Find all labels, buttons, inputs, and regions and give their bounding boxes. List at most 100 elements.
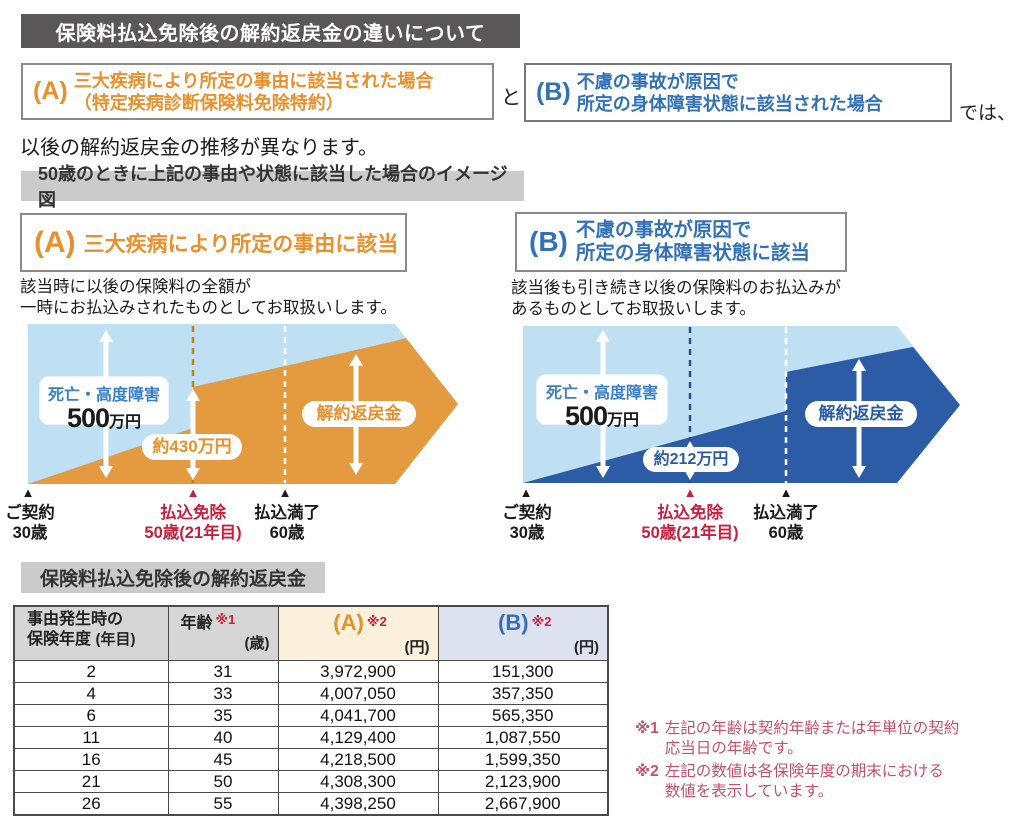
axis-marker-start-b: ▲ [519,485,533,500]
exempt-value-a: 約430万円 [142,434,242,460]
year-cell: 26 [13,792,169,816]
axis-start-b: ご契約 30歳 [502,504,552,542]
condition-a-text: 三大疾病により所定の事由に該当された場合 （特定疾病診断保険料免除特約） [74,70,434,114]
year-cell: 2 [13,660,169,683]
condition-b-line1: 不慮の事故が原因で [576,71,739,92]
axis-exempt-a: 払込免除 50歳(21年目) [144,504,242,542]
age-cell: 50 [167,770,279,793]
conclusion-text: 以後の解約返戻金の推移が異なります。 [20,137,378,159]
panel-a-description: 該当時に以後の保険料の全額が 一時にお払込みされたものとしてお取扱いします。 [20,277,397,319]
year-cell: 6 [13,704,169,727]
table-row: 4 33 4,007,050 357,350 [13,682,609,705]
surrender-label-b: 解約返戻金 [805,401,917,427]
condition-a-line1: 三大疾病により所定の事由に該当された場合 [73,70,434,91]
panel-b-title-line1: 不慮の事故が原因で [575,219,752,241]
panel-a-desc-line1: 該当時に以後の保険料の全額が [20,278,251,296]
connector-text: と [501,87,521,109]
value-a-cell: 4,007,050 [277,682,439,705]
age-cell: 31 [167,660,279,683]
col-policy-year-header: 事由発生時の 保険年度 (年目) [13,605,169,661]
axis-marker-exempt-b: ▲ [683,485,697,500]
panel-a-title: 三大疾病により所定の事由に該当 [83,232,399,256]
value-b-cell: 151,300 [437,660,609,683]
value-a-cell: 4,041,700 [277,704,439,727]
condition-b-tag: (B) [536,78,571,106]
surrender-label-a: 解約返戻金 [302,401,416,427]
table-row: 11 40 4,129,400 1,087,550 [13,726,609,749]
axis-end-b: 払込満了 60歳 [753,504,819,542]
axis-exempt-b: 払込免除 50歳(21年目) [641,504,739,542]
year-cell: 11 [13,726,169,749]
footnote-1: ※1 左記の年齢は契約年齢または年単位の契約 応当日の年齢です。 [635,720,960,757]
condition-box-a: (A) 三大疾病により所定の事由に該当された場合 （特定疾病診断保険料免除特約） [21,63,494,120]
panel-a-desc-line2: 一時にお払込みされたものとしてお取扱いします。 [20,299,397,317]
col-a-header: (A) ※2 (円) [277,605,439,661]
panel-b-tag: (B) [529,226,568,257]
benefit-amount-b: 500万円 [564,401,640,431]
year-cell: 16 [13,748,169,771]
axis-marker-start-a: ▲ [21,485,35,500]
axis-end-a: 払込満了 60歳 [254,504,320,542]
panel-b-description: 該当後も引き続き以後の保険料のお払込みが あるものとしてお取扱いします。 [511,278,841,320]
table-row: 21 50 4,308,300 2,123,900 [13,770,609,793]
panel-b-title-line2: 所定の身体障害状態に該当 [575,242,810,264]
panel-a-header: (A) 三大疾病により所定の事由に該当 [20,213,407,272]
diagram-b: 死亡・高度障害 500万円 約212万円 解約返戻金 ▲ ▲ ▲ ご契約 30歳… [500,322,975,552]
age-cell: 45 [167,748,279,771]
condition-a-tag: (A) [33,77,68,105]
value-a-cell: 4,129,400 [277,726,439,749]
table-header-row: 事由発生時の 保険年度 (年目) 年齢 ※1 (歳) (A) ※2 (円) (B) ※… [13,605,609,661]
table-section-header: 保険料払込免除後の解約返戻金 [21,562,325,593]
value-b-cell: 2,123,900 [437,770,609,793]
exempt-value-b: 約212万円 [643,447,739,472]
benefit-label-box-b: 死亡・高度障害 500万円 [537,375,667,430]
table-row: 16 45 4,218,500 1,599,350 [13,748,609,771]
value-b-cell: 357,350 [437,682,609,705]
value-b-cell: 2,667,900 [437,792,609,816]
age-cell: 40 [167,726,279,749]
axis-marker-end-b: ▲ [779,485,793,500]
condition-b-line2: 所定の身体障害状態に該当された場合 [576,93,883,114]
panel-b-title: 不慮の事故が原因で 所定の身体障害状態に該当 [576,219,810,265]
surrender-area-a [28,338,458,484]
diagram-b-graphic [523,326,960,483]
col-b-header: (B) ※2 (円) [437,605,609,661]
panel-b-desc-line2: あるものとしてお取扱いします。 [511,300,756,318]
value-a-cell: 4,308,300 [277,770,439,793]
age-cell: 35 [167,704,279,727]
image-section-header: 50歳のときに上記の事由や状態に該当した場合のイメージ図 [21,164,524,210]
year-cell: 4 [13,682,169,705]
axis-marker-end-a: ▲ [278,485,292,500]
condition-b-text: 不慮の事故が原因で 所定の身体障害状態に該当された場合 [577,71,883,115]
col-age-header: 年齢 ※1 (歳) [167,605,279,661]
value-b-cell: 1,599,350 [437,748,609,771]
axis-start-a: ご契約 30歳 [5,504,55,542]
panel-a-tag: (A) [34,225,76,259]
page-title: 保険料払込免除後の解約返戻金の違いについて [21,14,520,48]
condition-box-b: (B) 不慮の事故が原因で 所定の身体障害状態に該当された場合 [524,63,952,122]
footnotes: ※1 左記の年齢は契約年齢または年単位の契約 応当日の年齢です。 ※2 左記の数… [635,719,959,805]
surrender-area-b [523,347,960,483]
value-a-cell: 4,218,500 [277,748,439,771]
benefit-label-a: 死亡・高度障害 [47,387,160,404]
diagram-a-graphic [28,324,458,484]
condition-a-line2: （特定疾病診断保険料免除特約） [73,92,344,113]
value-b-cell: 1,087,550 [437,726,609,749]
value-a-cell: 3,972,900 [277,660,439,683]
value-b-cell: 565,350 [437,704,609,727]
diagram-a: 死亡・高度障害 500万円 約430万円 解約返戻金 ▲ ▲ ▲ ご契約 30歳… [5,322,462,552]
panel-b-header: (B) 不慮の事故が原因で 所定の身体障害状態に該当 [515,212,847,272]
surrender-value-table: 事由発生時の 保険年度 (年目) 年齢 ※1 (歳) (A) ※2 (円) (B) ※… [13,605,609,816]
table-row: 2 31 3,972,900 151,300 [13,660,609,683]
benefit-label-b: 死亡・高度障害 [545,385,658,402]
panel-b-desc-line1: 該当後も引き続き以後の保険料のお払込みが [511,279,841,297]
age-cell: 55 [167,792,279,816]
table-row: 6 35 4,041,700 565,350 [13,704,609,727]
benefit-label-box-a: 死亡・高度障害 500万円 [40,377,168,432]
value-a-cell: 4,398,250 [277,792,439,816]
year-cell: 21 [13,770,169,793]
benefit-amount-a: 500万円 [66,403,142,433]
suffix-text: では、 [959,103,1017,124]
axis-marker-exempt-a: ▲ [186,485,200,500]
